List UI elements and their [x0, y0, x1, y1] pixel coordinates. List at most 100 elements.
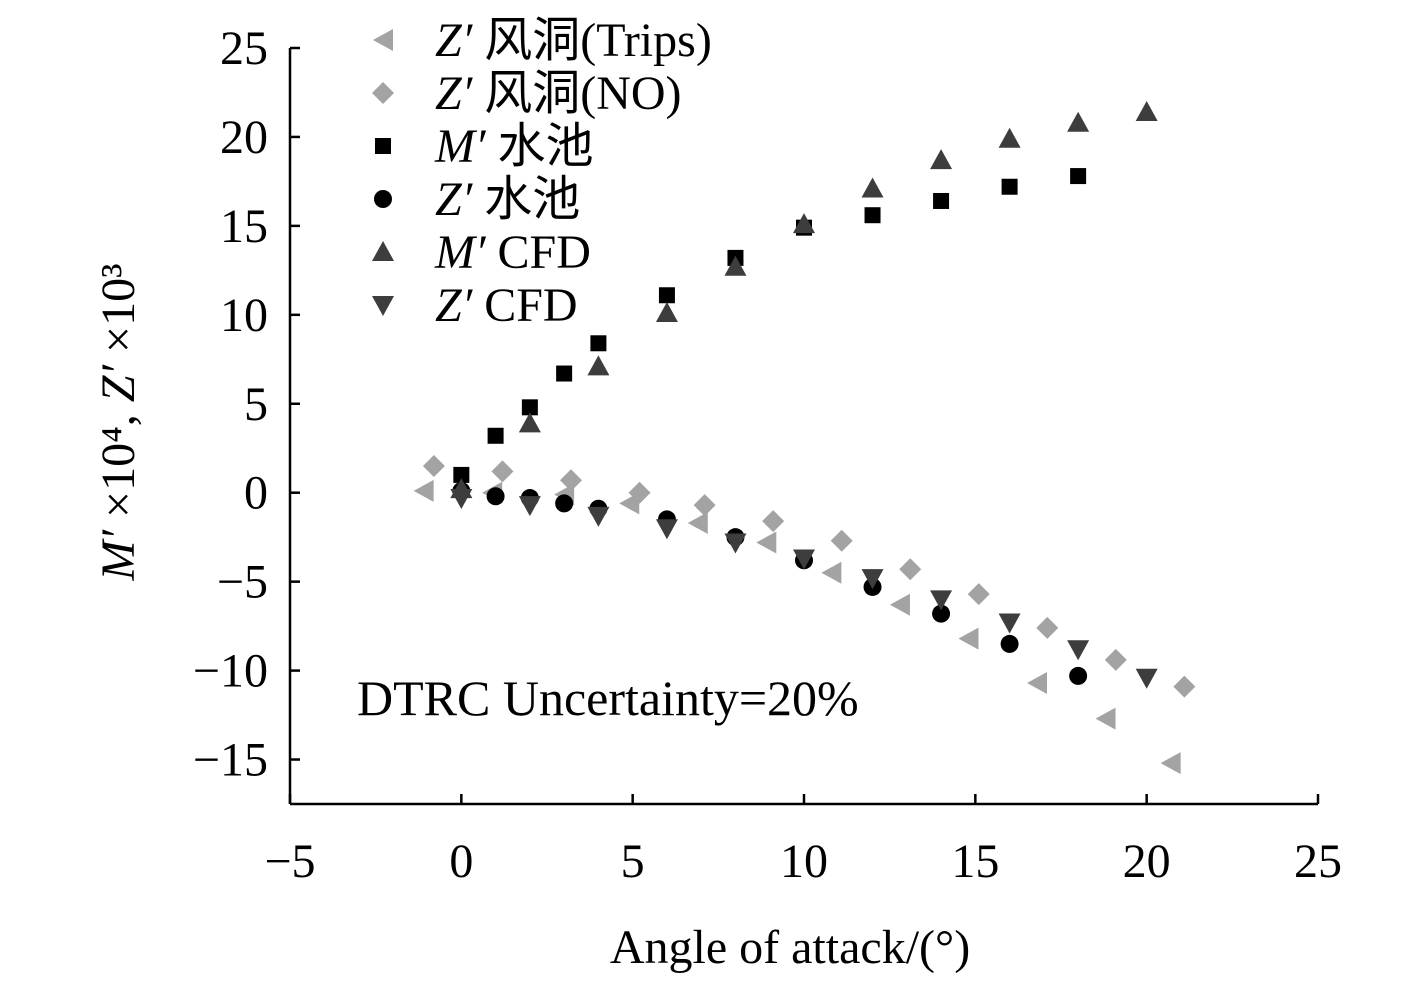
series-5-points [450, 489, 1158, 689]
legend-marker [373, 29, 393, 51]
series-2-point [864, 207, 881, 224]
series-0-point [687, 511, 708, 534]
series-1-points [422, 455, 1196, 698]
series-2-point [487, 427, 504, 444]
series-3-point [1000, 634, 1019, 653]
series-5-point [998, 613, 1021, 634]
y-tick-label: −15 [193, 734, 268, 787]
series-3-point [486, 487, 505, 506]
legend-item: Z′ 水池 [374, 173, 580, 226]
series-4-point [861, 177, 884, 198]
legend-item: Z′ 风洞(Trips) [373, 14, 712, 67]
legend-label: Z′ 风洞(Trips) [435, 14, 712, 67]
legend-label: Z′ 风洞(NO) [435, 67, 682, 120]
series-2-point [933, 192, 950, 209]
x-tick-label: −5 [264, 835, 315, 888]
legend: Z′ 风洞(Trips)Z′ 风洞(NO)M′ 水池Z′ 水池M′ CFDZ′ … [372, 14, 712, 332]
x-tick-label: 15 [951, 835, 999, 888]
x-tick-label: 10 [780, 835, 828, 888]
series-4-point [724, 255, 747, 276]
series-5-point [587, 506, 610, 527]
series-4-point [930, 149, 953, 170]
series-1-point [899, 558, 922, 581]
series-5-point [1135, 668, 1158, 689]
series-0-points [413, 479, 1181, 775]
legend-item: M′ CFD [372, 226, 591, 279]
series-5-point [655, 519, 678, 540]
series-5-point [518, 496, 541, 517]
series-1-point [491, 460, 514, 483]
series-5-point [793, 549, 815, 570]
x-tick-label: 25 [1294, 835, 1342, 888]
series-1-point [693, 494, 716, 517]
series-2-point [1001, 178, 1018, 195]
series-0-point [889, 593, 910, 616]
series-1-point [1104, 648, 1127, 671]
legend-label: M′ CFD [434, 226, 591, 279]
series-1-point [628, 481, 651, 504]
x-tick-label: 0 [449, 835, 473, 888]
series-2-point [453, 466, 470, 483]
series-3-point [932, 604, 951, 623]
series-2-point [590, 335, 607, 352]
series-0-point [1027, 672, 1048, 695]
legend-marker [374, 190, 392, 208]
series-0-point [1095, 707, 1116, 730]
series-3-point [555, 494, 574, 513]
series-4-point [655, 302, 678, 323]
y-axis-label: M′ ×10⁴, Z′ ×10³ [92, 264, 145, 582]
series-4-point [1135, 101, 1158, 122]
series-3-points [452, 481, 1088, 685]
data-points [413, 101, 1196, 775]
series-2-point [521, 399, 538, 416]
series-5-point [930, 590, 953, 611]
series-5-point [450, 489, 473, 510]
series-0-point [958, 627, 979, 650]
series-2-point [658, 287, 675, 304]
series-0-point [821, 561, 842, 584]
legend-label: M′ 水池 [434, 120, 594, 173]
chart-labels: Angle of attack/(°) M′ ×10⁴, Z′ ×10³ DTRC … [92, 264, 970, 974]
series-0-point [756, 531, 777, 554]
y-tick-label: 5 [244, 378, 268, 431]
legend-item: Z′ CFD [372, 279, 578, 332]
series-1-point [1173, 675, 1196, 698]
series-2-point [1070, 168, 1087, 185]
series-3-point [1069, 666, 1088, 685]
legend-label: Z′ 水池 [435, 173, 580, 226]
y-tick-label: 20 [220, 111, 268, 164]
series-5-point [724, 533, 747, 554]
y-tick-label: 0 [244, 467, 268, 520]
series-1-point [967, 583, 990, 606]
y-tick-label: −5 [217, 556, 268, 609]
series-1-point [762, 510, 785, 533]
uncertainty-annotation: DTRC Uncertainty=20% [357, 670, 859, 726]
legend-marker [372, 241, 394, 261]
y-tick-label: 10 [220, 289, 268, 342]
series-1-point [559, 469, 582, 492]
axes: 25 20 15 10 5 0 −5 −10 −15 −5 0 5 10 15 20 25 [193, 22, 1342, 888]
legend-item: Z′ 风洞(NO) [372, 67, 682, 120]
series-4-point [998, 127, 1021, 148]
y-tick-label: 25 [220, 22, 268, 75]
series-4-point [518, 412, 541, 433]
x-axis-label: Angle of attack/(°) [610, 921, 970, 974]
series-4-point [793, 213, 815, 234]
legend-marker [375, 138, 391, 154]
series-4-point [1067, 111, 1090, 132]
series-4-points [450, 101, 1158, 499]
legend-label: Z′ CFD [435, 279, 578, 332]
legend-item: M′ 水池 [375, 120, 594, 173]
series-5-point [1067, 640, 1090, 661]
series-1-point [422, 455, 445, 478]
legend-marker [372, 296, 394, 316]
series-0-point [1160, 752, 1181, 775]
series-5-point [861, 569, 884, 590]
y-tick-label: −10 [193, 645, 268, 698]
legend-marker [372, 82, 394, 104]
x-tick-label: 5 [621, 835, 645, 888]
series-1-point [1036, 616, 1059, 639]
series-4-point [587, 355, 610, 376]
x-tick-label: 20 [1123, 835, 1171, 888]
